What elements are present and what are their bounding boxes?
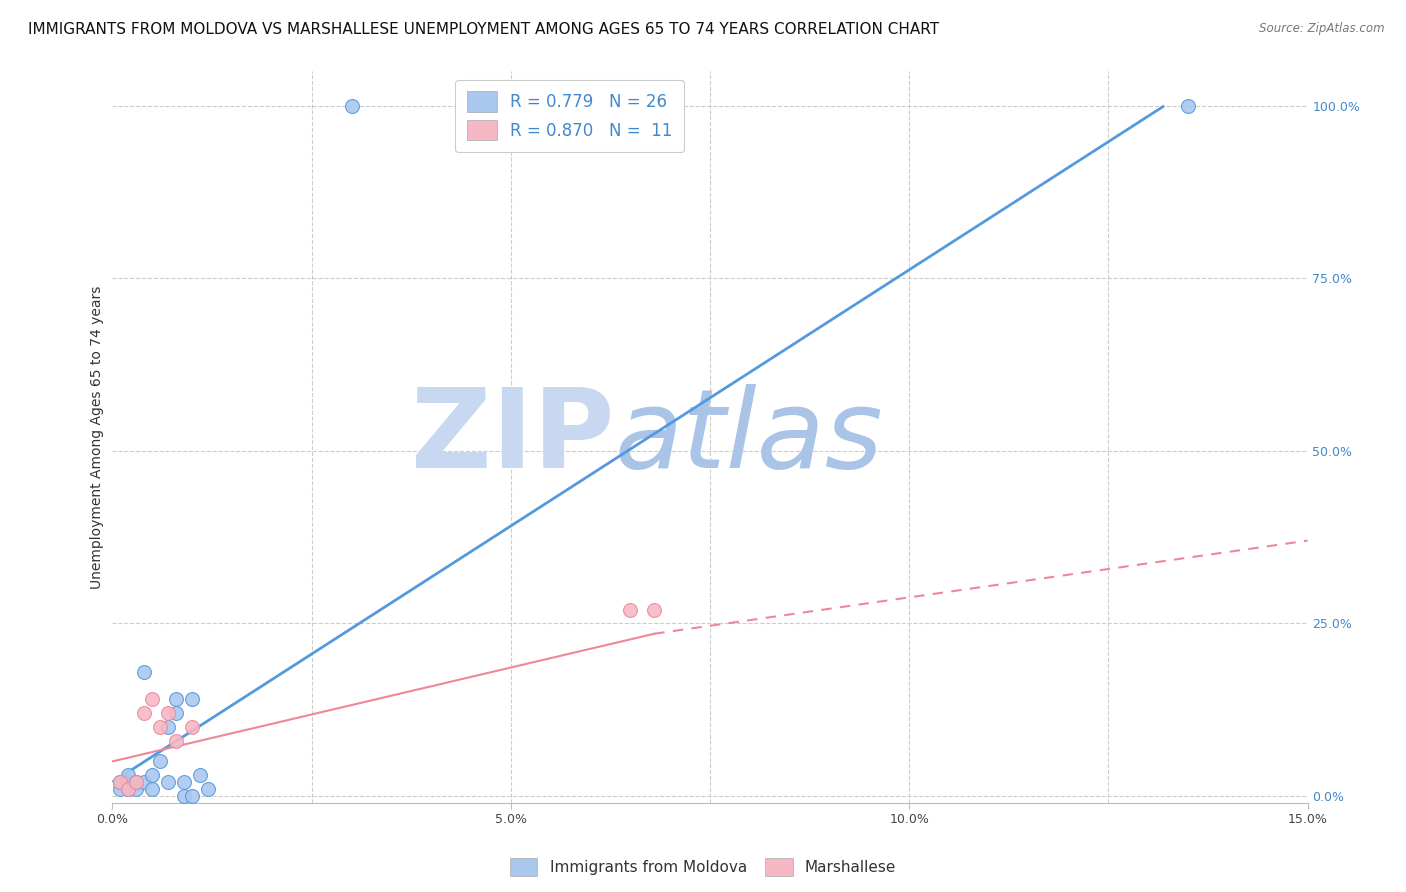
Point	[165, 733, 187, 747]
Point	[134, 665, 156, 679]
Legend: R = 0.779   N = 26, R = 0.870   N =  11: R = 0.779 N = 26, R = 0.870 N = 11	[456, 79, 685, 152]
Point	[340, 99, 363, 113]
Point	[173, 775, 195, 789]
Text: IMMIGRANTS FROM MOLDOVA VS MARSHALLESE UNEMPLOYMENT AMONG AGES 65 TO 74 YEARS CO: IMMIGRANTS FROM MOLDOVA VS MARSHALLESE U…	[28, 22, 939, 37]
Point	[619, 602, 641, 616]
Point	[197, 782, 219, 797]
Point	[110, 775, 132, 789]
Point	[134, 775, 156, 789]
Point	[134, 706, 156, 720]
Point	[117, 775, 139, 789]
Y-axis label: Unemployment Among Ages 65 to 74 years: Unemployment Among Ages 65 to 74 years	[90, 285, 104, 589]
Point	[1177, 99, 1199, 113]
Point	[125, 775, 148, 789]
Point	[141, 692, 163, 706]
Point	[149, 720, 172, 734]
Point	[157, 775, 180, 789]
Point	[188, 768, 211, 782]
Point	[165, 692, 187, 706]
Point	[173, 789, 195, 803]
Point	[110, 775, 132, 789]
Legend: Immigrants from Moldova, Marshallese: Immigrants from Moldova, Marshallese	[503, 852, 903, 882]
Point	[165, 706, 187, 720]
Text: Source: ZipAtlas.com: Source: ZipAtlas.com	[1260, 22, 1385, 36]
Point	[125, 775, 148, 789]
Point	[110, 775, 132, 789]
Point	[110, 782, 132, 797]
Point	[125, 775, 148, 789]
Point	[181, 720, 204, 734]
Point	[117, 768, 139, 782]
Text: atlas: atlas	[614, 384, 883, 491]
Point	[125, 782, 148, 797]
Text: ZIP: ZIP	[411, 384, 614, 491]
Point	[141, 768, 163, 782]
Point	[157, 720, 180, 734]
Point	[181, 692, 204, 706]
Point	[141, 782, 163, 797]
Point	[181, 789, 204, 803]
Point	[117, 782, 139, 797]
Point	[149, 755, 172, 769]
Point	[643, 602, 665, 616]
Point	[157, 706, 180, 720]
Point	[117, 782, 139, 797]
